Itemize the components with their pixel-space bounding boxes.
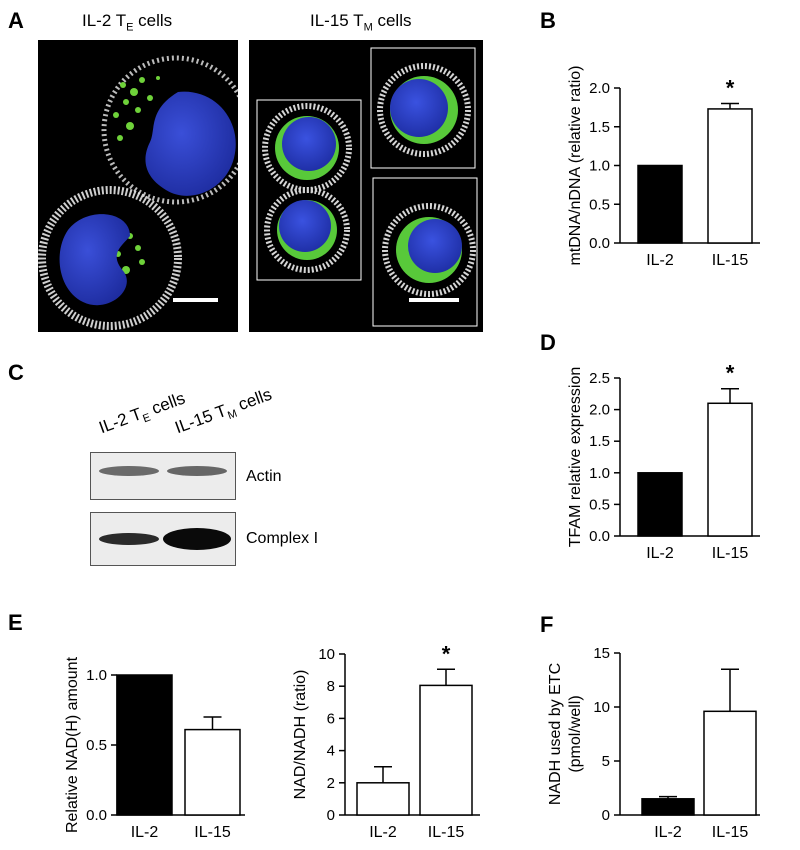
bar <box>637 472 683 537</box>
significance-star: * <box>442 641 451 666</box>
blot-label-actin: Actin <box>246 468 282 485</box>
significance-star: * <box>726 361 735 386</box>
chart-e-nad-nadh-ratio: 0 2 4 6 8 10 IL-2 * IL-15 NAD/NADH (ratio) <box>292 641 480 841</box>
category-label: IL-15 <box>712 545 749 562</box>
y-tick-label: 0 <box>602 807 610 824</box>
y-tick-label: 10 <box>593 699 610 716</box>
label-subscript: M <box>363 21 373 34</box>
micrograph-il2 <box>38 40 238 332</box>
panel-letter-e: E <box>8 610 23 635</box>
panel-letter-c: C <box>8 360 24 385</box>
y-axis-label: (pmol/well) <box>567 695 584 772</box>
category-label: IL-2 <box>646 545 674 562</box>
y-tick-label: 1.0 <box>589 158 610 175</box>
y-tick-label: 2 <box>327 775 335 792</box>
bar <box>703 710 757 816</box>
blot-actin-bands <box>99 466 227 476</box>
bar <box>419 684 473 816</box>
y-axis-label: mtDNA/nDNA (relative ratio) <box>567 65 584 265</box>
panel-letter-b: B <box>540 8 556 33</box>
category-label: IL-15 <box>194 824 231 841</box>
y-tick-label: 0.0 <box>86 807 107 824</box>
y-tick-label: 15 <box>593 645 610 662</box>
micrograph-il15 <box>249 40 483 332</box>
y-tick-label: 1.0 <box>86 667 107 684</box>
y-tick-label: 2.5 <box>589 370 610 387</box>
y-tick-label: 6 <box>327 710 335 727</box>
y-tick-label: 0.5 <box>589 196 610 213</box>
blot-complex-i-bands <box>99 528 231 550</box>
label-text: cells <box>133 11 173 30</box>
y-tick-label: 2.0 <box>589 402 610 419</box>
significance-star: * <box>726 76 735 101</box>
category-label: IL-2 <box>646 252 674 269</box>
y-tick-label: 0.0 <box>589 235 610 252</box>
bar <box>184 728 241 816</box>
micro-left-label: IL-2 TE cells <box>82 11 172 33</box>
category-label: IL-2 <box>369 824 397 841</box>
label-text: IL-15 T <box>310 11 364 30</box>
y-axis-label: Relative NAD(H) amount <box>64 656 81 833</box>
y-tick-label: 2.0 <box>589 80 610 97</box>
y-tick-label: 0 <box>327 807 335 824</box>
chart-b: 0.0 0.5 1.0 1.5 2.0 IL-2 * IL-15 mtDNA/nDNA (rel… <box>567 65 760 269</box>
y-axis-label: NADH used by ETC <box>547 663 564 805</box>
panel-letter-a: A <box>8 8 24 33</box>
chart-d: 0.0 0.5 1.0 1.5 2.0 2.5 IL-2 * IL-15 TFAM relativ… <box>567 361 760 562</box>
micrograph-il15-image <box>256 47 478 327</box>
panel-letter-d: D <box>540 330 556 355</box>
bar <box>707 402 753 537</box>
category-label: IL-15 <box>712 824 749 841</box>
chart-e-nadh-amount: 0.0 0.5 1.0 IL-2 IL-15 Relative NAD(H) amount <box>64 656 245 841</box>
bar <box>641 798 695 816</box>
micro-right-label: IL-15 TM cells <box>310 11 411 33</box>
y-tick-label: 4 <box>327 743 335 760</box>
y-tick-label: 5 <box>602 753 610 770</box>
category-label: IL-2 <box>654 824 682 841</box>
y-tick-label: 10 <box>318 646 335 663</box>
blot-actin <box>90 452 236 500</box>
blot-label-complex-i: Complex I <box>246 530 319 547</box>
y-tick-label: 1.5 <box>589 119 610 136</box>
label-text: IL-2 T <box>82 11 127 30</box>
micrograph-il2-image <box>38 55 238 330</box>
bar <box>116 674 173 816</box>
y-tick-label: 0.5 <box>589 496 610 513</box>
panel-letter-f: F <box>540 612 554 637</box>
bar <box>707 108 753 244</box>
blot-complex-i <box>90 512 236 566</box>
bar <box>637 164 683 244</box>
y-tick-label: 1.5 <box>589 433 610 450</box>
label-text: cells <box>372 11 412 30</box>
bar <box>356 782 410 816</box>
y-axis-label: NAD/NADH (ratio) <box>292 670 309 800</box>
y-tick-label: 0.0 <box>589 528 610 545</box>
category-label: IL-15 <box>712 252 749 269</box>
y-tick-label: 0.5 <box>86 737 107 754</box>
category-label: IL-15 <box>428 824 465 841</box>
y-axis-label: TFAM relative expression <box>567 367 584 548</box>
y-tick-label: 1.0 <box>589 465 610 482</box>
label-subscript: E <box>126 21 134 34</box>
category-label: IL-2 <box>131 824 159 841</box>
chart-f: 0 5 10 15 IL-2 IL-15 NADH used by ETC (pmol/wel… <box>547 645 760 841</box>
y-tick-label: 8 <box>327 678 335 695</box>
